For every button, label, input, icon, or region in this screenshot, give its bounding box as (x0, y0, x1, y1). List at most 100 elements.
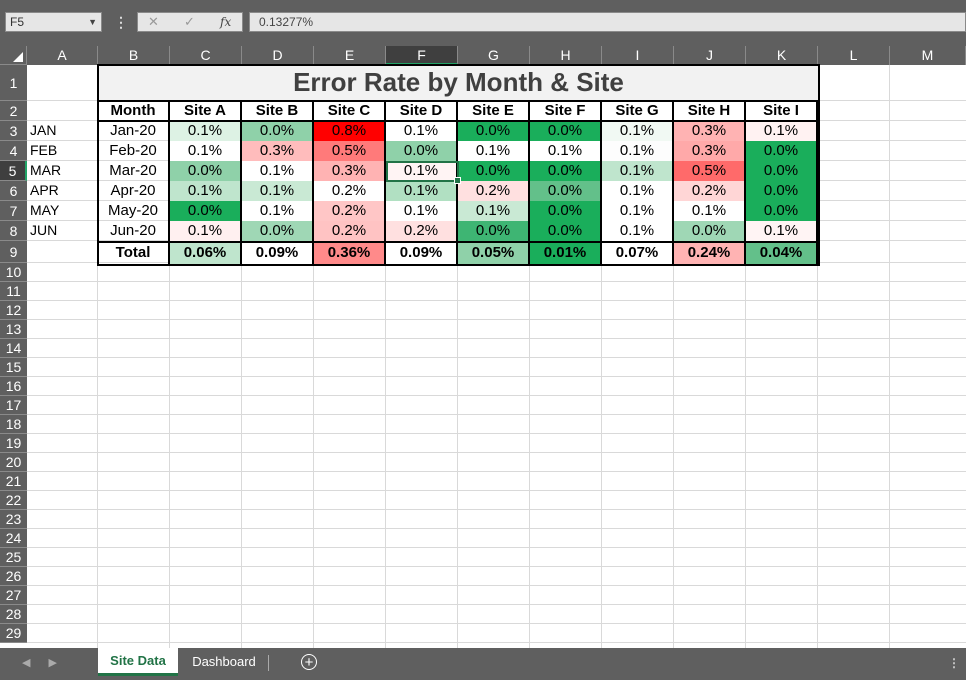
rate-cell[interactable]: 0.1% (746, 121, 818, 141)
rate-cell[interactable]: 0.0% (674, 221, 746, 241)
total-cell[interactable]: 0.01% (530, 242, 602, 264)
row-header-4[interactable]: 4 (0, 141, 27, 161)
header-cell[interactable]: Site G (602, 101, 674, 121)
total-cell[interactable]: 0.06% (170, 242, 242, 264)
row-header-21[interactable]: 21 (0, 472, 27, 491)
month-cell[interactable]: Mar-20 (98, 161, 170, 181)
month-cell[interactable]: May-20 (98, 201, 170, 221)
row-header-14[interactable]: 14 (0, 339, 27, 358)
rate-cell[interactable]: 0.0% (458, 121, 530, 141)
column-header-f[interactable]: F (386, 46, 458, 65)
formula-input[interactable]: 0.13277% (249, 12, 966, 32)
rate-cell[interactable]: 0.5% (674, 161, 746, 181)
header-cell[interactable]: Site E (458, 101, 530, 121)
rate-cell[interactable]: 0.1% (602, 121, 674, 141)
select-all-button[interactable] (0, 46, 27, 65)
column-header-e[interactable]: E (314, 46, 386, 65)
rate-cell[interactable]: 0.1% (602, 221, 674, 241)
month-label[interactable]: MAY (30, 202, 60, 218)
rate-cell[interactable]: 0.5% (314, 141, 386, 161)
row-header-23[interactable]: 23 (0, 510, 27, 529)
rate-cell[interactable]: 0.3% (674, 121, 746, 141)
rate-cell[interactable]: 0.1% (746, 221, 818, 241)
row-header-25[interactable]: 25 (0, 548, 27, 567)
rate-cell[interactable]: 0.0% (170, 201, 242, 221)
column-header-b[interactable]: B (98, 46, 170, 65)
rate-cell[interactable]: 0.3% (674, 141, 746, 161)
more-options-icon[interactable]: ⋮ (114, 14, 128, 30)
month-cell[interactable]: Jan-20 (98, 121, 170, 141)
header-cell[interactable]: Site F (530, 101, 602, 121)
add-sheet-icon[interactable]: + (301, 654, 317, 670)
row-header-17[interactable]: 17 (0, 396, 27, 415)
month-label[interactable]: MAR (30, 162, 62, 178)
total-cell[interactable]: 0.24% (674, 242, 746, 264)
header-cell[interactable]: Site H (674, 101, 746, 121)
rate-cell[interactable]: 0.1% (602, 201, 674, 221)
rate-cell[interactable]: 0.0% (530, 201, 602, 221)
rate-cell[interactable]: 0.1% (386, 161, 458, 181)
row-header-3[interactable]: 3 (0, 121, 27, 141)
rate-cell[interactable]: 0.1% (242, 201, 314, 221)
rate-cell[interactable]: 0.1% (530, 141, 602, 161)
column-header-k[interactable]: K (746, 46, 818, 65)
cancel-icon[interactable]: ✕ (148, 14, 159, 29)
column-header-l[interactable]: L (818, 46, 890, 65)
rate-cell[interactable]: 0.0% (746, 141, 818, 161)
rate-cell[interactable]: 0.1% (674, 201, 746, 221)
tab-dashboard[interactable]: Dashboard (192, 654, 256, 669)
column-header-c[interactable]: C (170, 46, 242, 65)
rate-cell[interactable]: 0.1% (170, 141, 242, 161)
rate-cell[interactable]: 0.0% (746, 181, 818, 201)
total-cell[interactable]: 0.04% (746, 242, 818, 264)
rate-cell[interactable]: 0.1% (170, 181, 242, 201)
total-cell[interactable]: 0.09% (386, 242, 458, 264)
row-header-27[interactable]: 27 (0, 586, 27, 605)
more-options-icon[interactable]: ⋮ (948, 656, 960, 670)
row-header-9[interactable]: 9 (0, 241, 27, 263)
column-header-d[interactable]: D (242, 46, 314, 65)
column-header-j[interactable]: J (674, 46, 746, 65)
rate-cell[interactable]: 0.1% (386, 121, 458, 141)
rate-cell[interactable]: 0.1% (170, 221, 242, 241)
month-cell[interactable]: Apr-20 (98, 181, 170, 201)
rate-cell[interactable]: 0.1% (458, 141, 530, 161)
month-label[interactable]: JUN (30, 222, 58, 238)
month-label[interactable]: APR (30, 182, 59, 198)
chevron-down-icon[interactable]: ▼ (88, 17, 97, 27)
rate-cell[interactable]: 0.2% (314, 221, 386, 241)
enter-icon[interactable]: ✓ (184, 14, 195, 29)
rate-cell[interactable]: 0.0% (242, 221, 314, 241)
row-header-13[interactable]: 13 (0, 320, 27, 339)
column-header-a[interactable]: A (27, 46, 98, 65)
rate-cell[interactable]: 0.8% (314, 121, 386, 141)
tab-site-data[interactable]: Site Data (98, 648, 178, 676)
row-header-28[interactable]: 28 (0, 605, 27, 624)
row-header-11[interactable]: 11 (0, 282, 27, 301)
row-header-20[interactable]: 20 (0, 453, 27, 472)
rate-cell[interactable]: 0.1% (386, 201, 458, 221)
column-header-m[interactable]: M (890, 46, 966, 65)
rate-cell[interactable]: 0.1% (602, 141, 674, 161)
header-cell[interactable]: Site I (746, 101, 818, 121)
row-header-6[interactable]: 6 (0, 181, 27, 201)
row-header-5[interactable]: 5 (0, 161, 27, 181)
row-header-12[interactable]: 12 (0, 301, 27, 320)
column-header-i[interactable]: I (602, 46, 674, 65)
rate-cell[interactable]: 0.0% (530, 161, 602, 181)
column-header-h[interactable]: H (530, 46, 602, 65)
total-cell[interactable]: 0.09% (242, 242, 314, 264)
total-cell[interactable]: 0.07% (602, 242, 674, 264)
sheet-title[interactable]: Error Rate by Month & Site (98, 65, 819, 101)
month-cell[interactable]: Jun-20 (98, 221, 170, 241)
rate-cell[interactable]: 0.0% (530, 221, 602, 241)
rate-cell[interactable]: 0.0% (170, 161, 242, 181)
header-cell[interactable]: Site D (386, 101, 458, 121)
rate-cell[interactable]: 0.0% (530, 121, 602, 141)
insert-function-icon[interactable]: fx (220, 15, 232, 29)
rate-cell[interactable]: 0.1% (602, 181, 674, 201)
rate-cell[interactable]: 0.2% (314, 201, 386, 221)
rate-cell[interactable]: 0.2% (674, 181, 746, 201)
total-cell[interactable]: 0.05% (458, 242, 530, 264)
row-header-16[interactable]: 16 (0, 377, 27, 396)
